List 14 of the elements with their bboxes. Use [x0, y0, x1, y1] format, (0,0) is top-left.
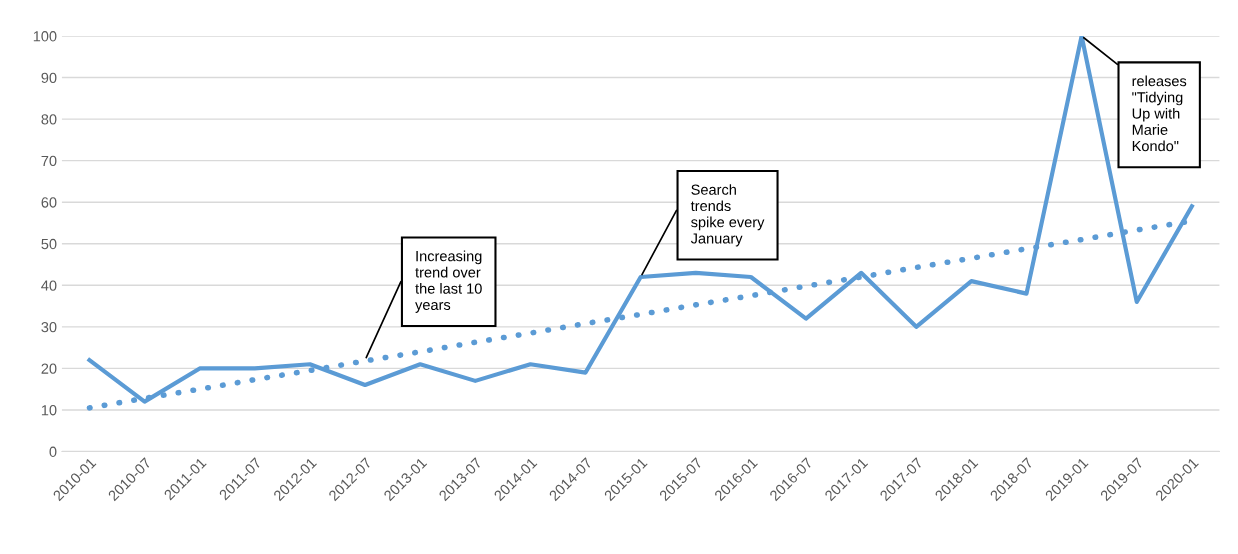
y-tick-label: 70 [41, 155, 57, 167]
y-tick-label: 0 [49, 446, 57, 457]
y-tick-label: 90 [41, 72, 57, 83]
y-tick-label: 40 [41, 280, 57, 291]
y-tick-label: 20 [41, 363, 57, 374]
y-tick-label: 100 [33, 31, 57, 42]
annotation: releases "Tidying Up with Marie Kondo" [1132, 75, 1187, 152]
y-tick-label: 60 [41, 197, 57, 208]
annotation: Search trends spike every January [690, 184, 765, 247]
y-tick-label: 80 [41, 114, 57, 125]
annotation: Increasing trend over the last 10 years [415, 250, 482, 313]
y-tick-label: 30 [41, 321, 57, 333]
y-tick-label: 10 [41, 405, 57, 416]
y-tick-label: 50 [41, 238, 57, 250]
